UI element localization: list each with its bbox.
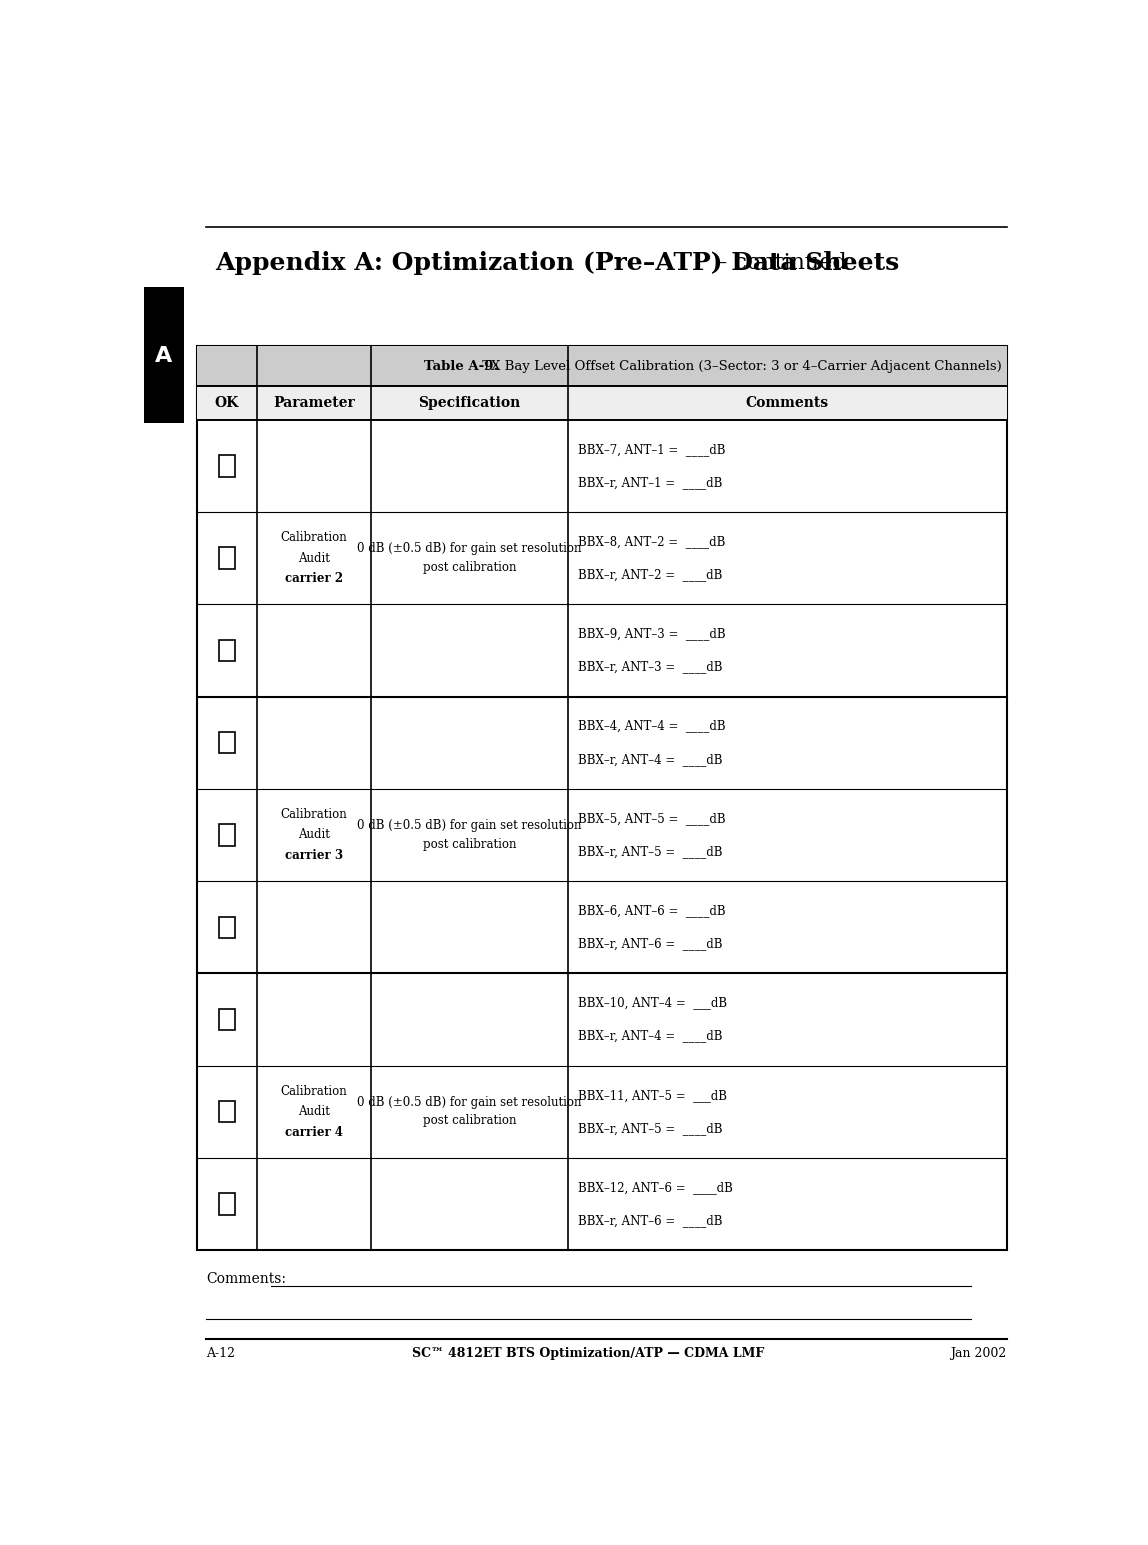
Text: A: A: [155, 346, 172, 366]
Bar: [219, 1102, 235, 1123]
Bar: [219, 456, 235, 476]
Text: BBX–r, ANT–4 =  ____dB: BBX–r, ANT–4 = ____dB: [579, 1029, 723, 1043]
Text: Comments: Comments: [745, 396, 829, 409]
Text: Comments:: Comments:: [205, 1272, 286, 1285]
Bar: [219, 916, 235, 938]
Bar: [219, 1193, 235, 1214]
Text: – continued: – continued: [709, 252, 847, 273]
Bar: [197, 346, 1007, 386]
Text: A-12: A-12: [205, 1347, 235, 1360]
Text: BBX–r, ANT–3 =  ____dB: BBX–r, ANT–3 = ____dB: [579, 661, 723, 674]
Text: BBX–r, ANT–5 =  ____dB: BBX–r, ANT–5 = ____dB: [579, 1122, 723, 1136]
Text: BBX–5, ANT–5 =  ____dB: BBX–5, ANT–5 = ____dB: [579, 811, 726, 825]
Text: Calibration: Calibration: [280, 1085, 347, 1098]
Text: post calibration: post calibration: [422, 561, 517, 573]
Bar: [219, 823, 235, 845]
Text: SC™ 4812ET BTS Optimization/ATP — CDMA LMF: SC™ 4812ET BTS Optimization/ATP — CDMA L…: [412, 1347, 765, 1360]
Text: 0 dB (±0.5 dB) for gain set resolution: 0 dB (±0.5 dB) for gain set resolution: [357, 819, 582, 833]
Text: BBX–r, ANT–2 =  ____dB: BBX–r, ANT–2 = ____dB: [579, 569, 723, 581]
Text: BBX–9, ANT–3 =  ____dB: BBX–9, ANT–3 = ____dB: [579, 627, 726, 640]
Text: 0 dB (±0.5 dB) for gain set resolution: 0 dB (±0.5 dB) for gain set resolution: [357, 542, 582, 556]
Text: Calibration: Calibration: [280, 808, 347, 820]
Bar: [219, 1009, 235, 1031]
Text: Jan 2002: Jan 2002: [951, 1347, 1007, 1360]
Text: BBX–4, ANT–4 =  ____dB: BBX–4, ANT–4 = ____dB: [579, 720, 726, 732]
Text: Appendix A: Optimization (Pre–ATP) Data Sheets: Appendix A: Optimization (Pre–ATP) Data …: [215, 250, 899, 275]
Text: 0 dB (±0.5 dB) for gain set resolution: 0 dB (±0.5 dB) for gain set resolution: [357, 1095, 582, 1109]
Text: BBX–6, ANT–6 =  ____dB: BBX–6, ANT–6 = ____dB: [579, 904, 726, 918]
Text: Audit: Audit: [298, 1105, 329, 1119]
Text: BBX–7, ANT–1 =  ____dB: BBX–7, ANT–1 = ____dB: [579, 443, 726, 456]
Text: OK: OK: [215, 396, 239, 409]
Text: BBX–r, ANT–6 =  ____dB: BBX–r, ANT–6 = ____dB: [579, 938, 723, 950]
Text: BBX–10, ANT–4 =  ___dB: BBX–10, ANT–4 = ___dB: [579, 997, 728, 1009]
Text: BBX–r, ANT–1 =  ____dB: BBX–r, ANT–1 = ____dB: [579, 476, 723, 490]
Text: Audit: Audit: [298, 552, 329, 564]
Bar: [219, 732, 235, 754]
Text: BBX–12, ANT–6 =  ____dB: BBX–12, ANT–6 = ____dB: [579, 1180, 734, 1194]
Text: Calibration: Calibration: [280, 531, 347, 544]
Text: Audit: Audit: [298, 828, 329, 842]
Text: BBX–8, ANT–2 =  ____dB: BBX–8, ANT–2 = ____dB: [579, 535, 726, 548]
FancyBboxPatch shape: [144, 286, 184, 423]
Bar: [197, 346, 1007, 1250]
Text: carrier 4: carrier 4: [285, 1126, 343, 1139]
Text: post calibration: post calibration: [422, 1114, 517, 1128]
Text: Parameter: Parameter: [273, 396, 355, 409]
Text: BBX–r, ANT–6 =  ____dB: BBX–r, ANT–6 = ____dB: [579, 1214, 723, 1227]
Text: TX Bay Level Offset Calibration (3–Sector: 3 or 4–Carrier Adjacent Channels): TX Bay Level Offset Calibration (3–Secto…: [478, 360, 1001, 372]
Bar: [197, 386, 1007, 420]
Bar: [219, 547, 235, 569]
Text: BBX–r, ANT–5 =  ____dB: BBX–r, ANT–5 = ____dB: [579, 845, 723, 857]
Text: carrier 2: carrier 2: [285, 572, 343, 586]
Text: Specification: Specification: [418, 396, 520, 409]
Text: Table A-9:: Table A-9:: [424, 360, 498, 372]
Text: carrier 3: carrier 3: [285, 848, 343, 862]
Bar: [219, 640, 235, 661]
Text: BBX–11, ANT–5 =  ___dB: BBX–11, ANT–5 = ___dB: [579, 1089, 728, 1102]
Text: post calibration: post calibration: [422, 837, 517, 851]
Text: BBX–r, ANT–4 =  ____dB: BBX–r, ANT–4 = ____dB: [579, 752, 723, 766]
